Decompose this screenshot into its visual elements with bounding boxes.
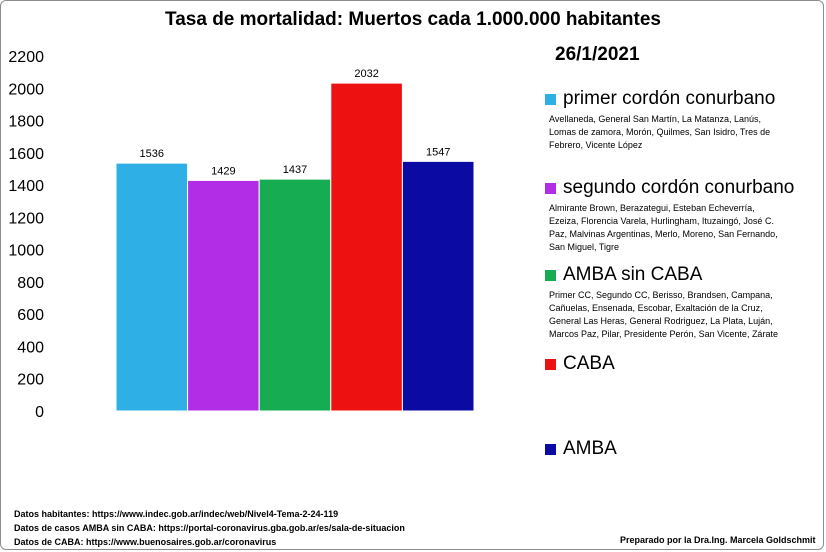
y-tick-label: 1000 <box>8 243 44 260</box>
chart-title: Tasa de mortalidad: Muertos cada 1.000.0… <box>165 9 661 30</box>
legend-name: AMBA sin CABA <box>563 264 703 285</box>
legend-swatch <box>545 269 556 281</box>
y-tick-label: 0 <box>35 404 44 421</box>
legend-name: primer cordón conurbano <box>563 88 776 109</box>
sources: Datos habitantes: https://www.indec.gob.… <box>14 507 405 549</box>
legend-swatch <box>545 93 556 105</box>
y-tick-label: 1400 <box>8 178 44 195</box>
legend-swatch <box>545 443 556 455</box>
bar <box>187 179 260 412</box>
legend-swatch <box>545 182 556 194</box>
source-habitantes: Datos habitantes: https://www.indec.gob.… <box>14 509 339 519</box>
legend-item: AMBA sin CABA Primer CC, Segundo CC, Beri… <box>545 264 779 341</box>
y-tick-label: 400 <box>17 339 44 356</box>
bar-value-label: 2032 <box>354 68 378 80</box>
legend-swatch <box>545 358 556 370</box>
legend-item: primer cordón conurbano Avellaneda, Gener… <box>545 88 779 152</box>
legend-item: AMBA <box>545 438 617 460</box>
plot-area: 1536 1429 1437 2032 1547 <box>115 68 475 412</box>
y-tick-label: 200 <box>17 372 44 389</box>
source-caba: Datos de CABA: https://www.buenosaires.g… <box>14 537 277 547</box>
y-tick-label: 1600 <box>8 146 44 163</box>
legend-description: Almirante Brown, Berazategui, Esteban Ec… <box>549 203 778 252</box>
bar-value-label: 1437 <box>283 164 307 176</box>
legend-name: segundo cordón conurbano <box>563 177 795 198</box>
bar-value-label: 1547 <box>426 146 450 158</box>
y-tick-label: 2200 <box>8 49 44 66</box>
y-tick-label: 1200 <box>8 210 44 227</box>
author-credit: Preparado por la Dra.Ing. Marcela Goldsc… <box>620 535 816 545</box>
y-axis-ticks: 0 200 400 600 800 1000 1200 1400 1600 1800 2000 220… <box>8 49 44 421</box>
bar <box>330 82 403 412</box>
bar <box>258 178 332 412</box>
y-tick-label: 2000 <box>8 81 44 98</box>
legend-description: Primer CC, Segundo CC, Berisso, Brandsen… <box>549 290 778 339</box>
legend-item: segundo cordón conurbano Almirante Brown,… <box>545 177 794 254</box>
legend-name: CABA <box>563 353 615 374</box>
legend-name: AMBA <box>563 438 617 459</box>
y-tick-label: 1800 <box>8 114 44 131</box>
source-amba: Datos de casos AMBA sin CABA: https://po… <box>14 523 405 533</box>
bar-value-label: 1536 <box>140 148 164 160</box>
bar-value-label: 1429 <box>211 165 235 177</box>
bar <box>115 162 189 412</box>
legend-description: Avellaneda, General San Martín, La Matan… <box>549 114 771 150</box>
legend-item: CABA <box>545 353 615 375</box>
bar <box>401 160 475 412</box>
y-tick-label: 800 <box>17 275 44 292</box>
chart-date: 26/1/2021 <box>555 44 640 65</box>
y-tick-label: 600 <box>17 307 44 324</box>
